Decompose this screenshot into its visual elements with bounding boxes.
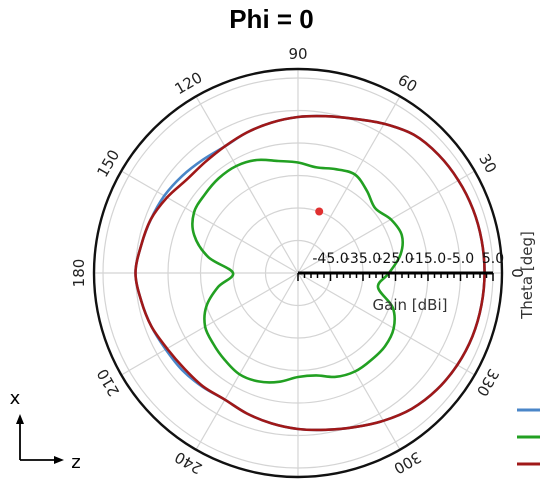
theta-axis-label: Theta [deg]: [518, 231, 536, 320]
grid-spoke: [121, 272, 299, 376]
angle-tick-label: 270: [284, 483, 313, 486]
angle-tick-label: 0: [508, 268, 526, 278]
axis-labels: Gain [dBi] Theta [deg]: [373, 231, 536, 320]
legend: [517, 408, 540, 466]
grid-spoke: [297, 96, 401, 274]
max-marker: [315, 207, 324, 216]
coordinate-axes-glyph: xz: [10, 388, 81, 473]
radial-tick-label: -35.0: [345, 251, 381, 267]
radial-tick-label: -15.0: [410, 251, 446, 267]
radial-axis: -45.0-35.0-25.0-15.0 -5.0 5.0: [297, 251, 504, 281]
series-layer: [134, 114, 486, 432]
chart-title: Phi = 0: [229, 4, 314, 34]
angle-tick-label: 30: [475, 151, 500, 177]
polar-outer-ring: [92, 67, 504, 479]
outer-ring: [92, 67, 504, 479]
grid-spoke: [297, 272, 475, 376]
grid-spoke: [297, 170, 475, 274]
radial-tick-label: -45.0: [312, 251, 348, 267]
radial-tick-label: -25.0: [377, 251, 413, 267]
angle-tick-label: 60: [395, 71, 421, 96]
angle-tick-label: 180: [70, 259, 88, 288]
z-axis-label: z: [71, 452, 80, 473]
radial-tick-label: 5.0: [482, 251, 504, 267]
x-axis-label: x: [10, 388, 21, 409]
grid-spoke: [121, 170, 299, 274]
grid-spoke: [195, 96, 299, 274]
grid-spoke: [195, 272, 299, 450]
series-3-line: [134, 114, 486, 432]
marker-layer: [315, 207, 324, 216]
radial-axis-label: Gain [dBi]: [373, 296, 448, 314]
series-2-line: [191, 158, 404, 384]
radial-tick-label: -5.0: [447, 251, 474, 267]
angle-tick-label: 90: [288, 45, 307, 63]
x-arrow-head: [16, 414, 24, 424]
z-arrow-head: [54, 456, 64, 464]
